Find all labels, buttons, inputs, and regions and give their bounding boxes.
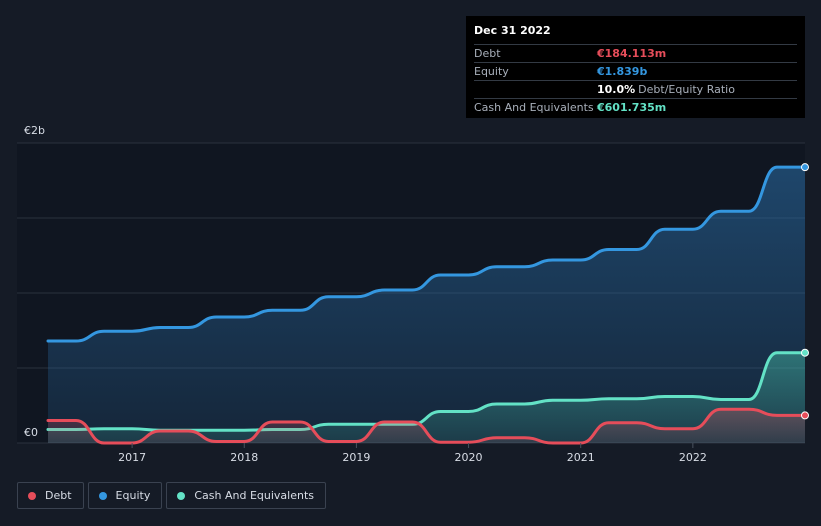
legend-item-cash[interactable]: Cash And Equivalents <box>166 482 326 509</box>
endpoint-equity <box>801 163 809 172</box>
x-tick-label: 2022 <box>679 451 707 464</box>
tooltip-date: Dec 31 2022 <box>474 22 797 45</box>
tooltip-value: €1.839b <box>597 65 648 78</box>
x-tick-label: 2021 <box>567 451 595 464</box>
tooltip-row-cash: Cash And Equivalents €601.735m <box>474 99 797 116</box>
legend-label: Equity <box>115 489 151 502</box>
y-tick-label: €2b <box>24 124 45 137</box>
tooltip-sub-label: Debt/Equity Ratio <box>638 83 735 96</box>
tooltip: Dec 31 2022 Debt €184.113m Equity €1.839… <box>466 16 805 118</box>
tooltip-value: 10.0% <box>597 83 636 96</box>
line-debt <box>46 407 807 445</box>
legend: Debt Equity Cash And Equivalents <box>17 482 326 509</box>
y-tick-label: €0 <box>24 426 38 439</box>
tooltip-value: €184.113m <box>597 47 667 60</box>
legend-dot-icon <box>177 491 186 500</box>
legend-item-debt[interactable]: Debt <box>17 482 84 509</box>
legend-dot-icon <box>98 491 107 500</box>
legend-label: Cash And Equivalents <box>194 489 314 502</box>
tooltip-row-ratio: 10.0% Debt/Equity Ratio <box>474 81 797 99</box>
legend-label: Debt <box>45 489 72 502</box>
x-tick-label: 2018 <box>230 451 258 464</box>
area-equity <box>48 167 805 443</box>
tooltip-label: Debt <box>474 47 501 60</box>
x-tick-label: 2019 <box>342 451 370 464</box>
tooltip-row-debt: Debt €184.113m <box>474 45 797 63</box>
area-debt <box>48 409 805 443</box>
endpoint-debt <box>801 411 809 420</box>
tooltip-value: €601.735m <box>597 101 667 114</box>
tooltip-label <box>474 81 597 98</box>
legend-dot-icon <box>28 491 36 500</box>
line-equity <box>46 165 807 343</box>
tooltip-label: Equity <box>474 65 509 78</box>
tooltip-row-equity: Equity €1.839b <box>474 63 797 81</box>
endpoint-cash-and-equivalents <box>801 348 809 357</box>
tooltip-label: Cash And Equivalents <box>474 101 594 114</box>
area-cash-and-equivalents <box>48 352 805 443</box>
legend-item-equity[interactable]: Equity <box>87 482 163 509</box>
x-tick-label: 2017 <box>118 451 146 464</box>
x-tick-label: 2020 <box>455 451 483 464</box>
